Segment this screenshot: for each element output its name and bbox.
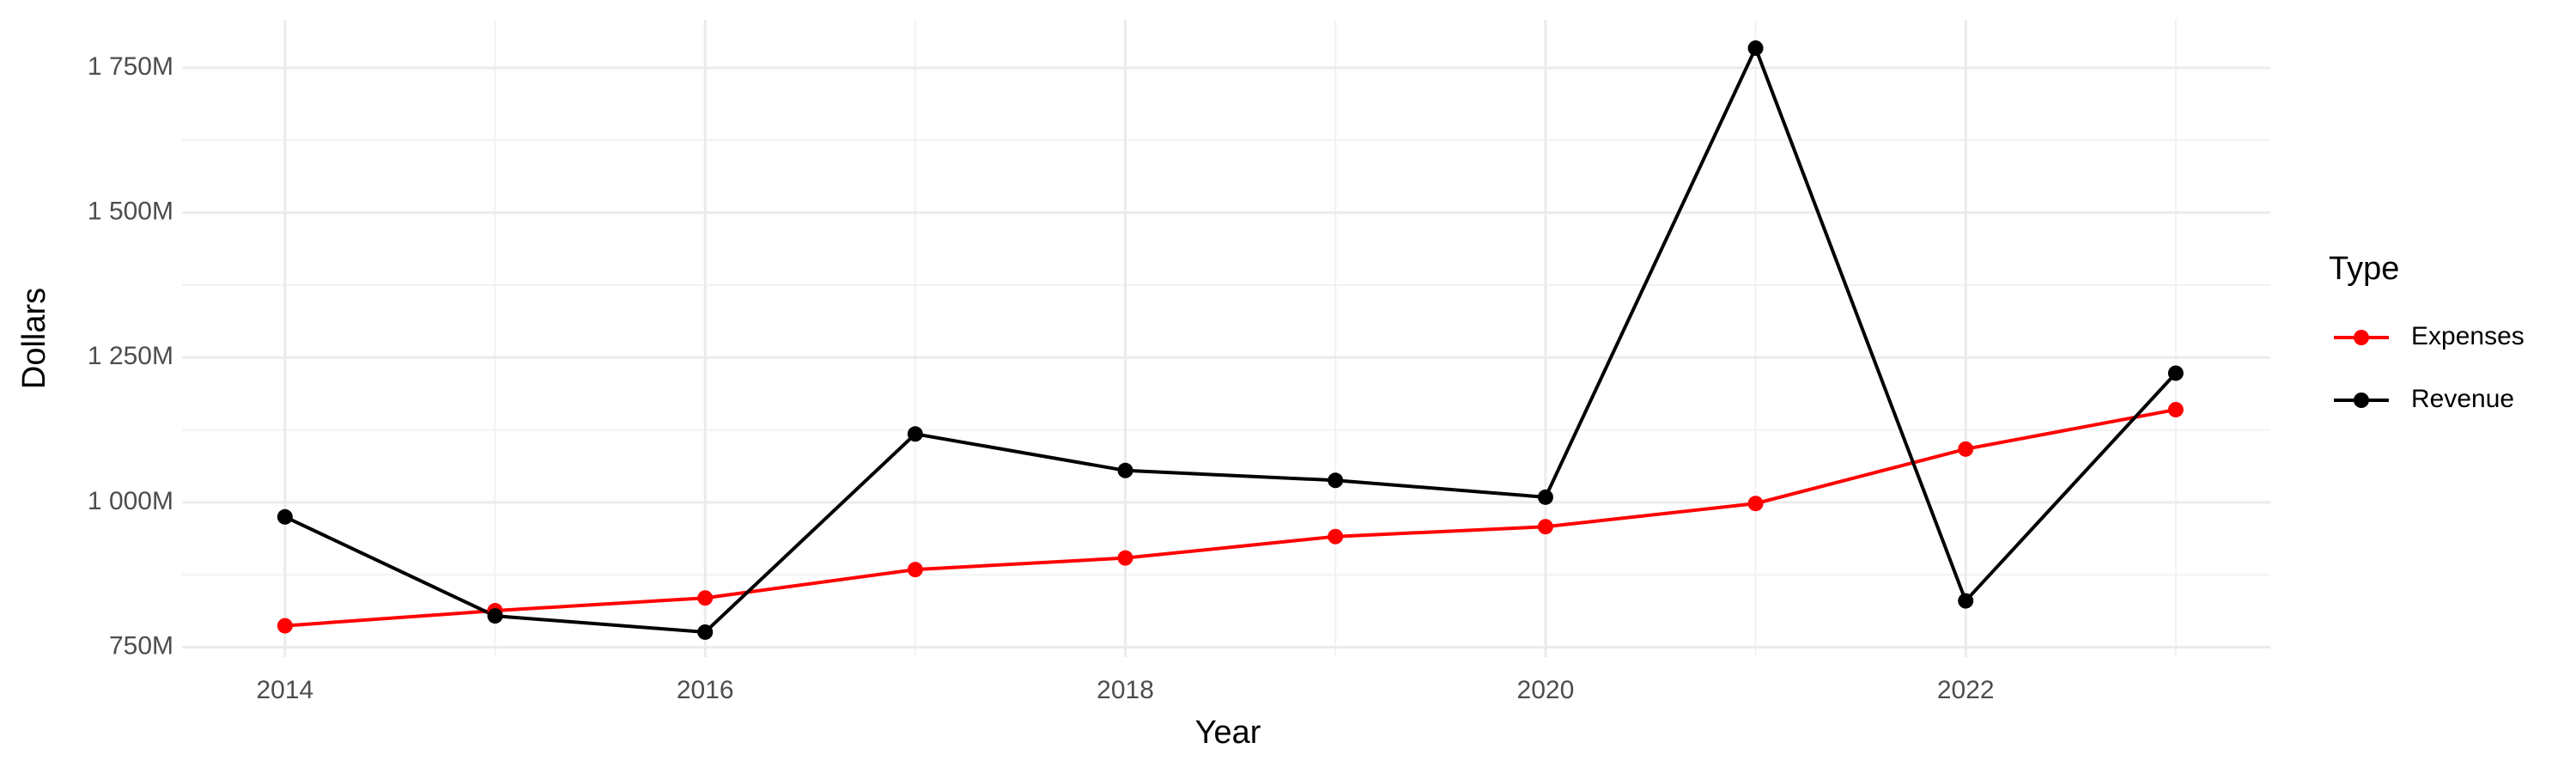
x-tick-label: 2020 (1517, 676, 1575, 704)
y-tick-label: 1 750M (88, 52, 173, 81)
data-point (1537, 519, 1553, 535)
data-point (276, 508, 293, 525)
data-point (697, 624, 714, 640)
y-tick-label: 1 000M (88, 487, 173, 515)
data-point (487, 608, 503, 624)
data-point (2167, 401, 2184, 417)
data-point (1117, 550, 1133, 566)
data-point (1537, 489, 1553, 505)
x-axis-title: Year (1195, 715, 1261, 751)
data-point (2167, 365, 2184, 381)
data-point (1327, 528, 1344, 545)
legend-marker (2354, 330, 2369, 345)
y-tick-label: 750M (109, 631, 173, 660)
legend-label: Expenses (2411, 322, 2524, 350)
data-point (1958, 441, 1974, 457)
data-point (907, 426, 923, 442)
data-point (1747, 496, 1764, 512)
series-line (284, 43, 2178, 635)
y-tick-label: 1 500M (88, 198, 173, 226)
x-tick-label: 2018 (1097, 676, 1154, 704)
y-axis-title: Dollars (16, 288, 52, 389)
y-tick-label: 1 250M (88, 342, 173, 370)
data-point (1327, 472, 1344, 489)
data-point (907, 562, 923, 578)
data-point (1958, 593, 1974, 609)
x-tick-label: 2016 (677, 676, 734, 704)
legend-label: Revenue (2411, 385, 2514, 413)
data-point (1117, 462, 1133, 478)
legend-title: Type (2329, 251, 2399, 287)
data-point (276, 618, 293, 634)
data-point (1747, 40, 1764, 57)
x-tick-label: 2022 (1937, 676, 1995, 704)
data-point (697, 590, 714, 606)
x-tick-label: 2014 (257, 676, 314, 704)
series-line (284, 408, 2177, 628)
legend-marker (2354, 393, 2369, 408)
